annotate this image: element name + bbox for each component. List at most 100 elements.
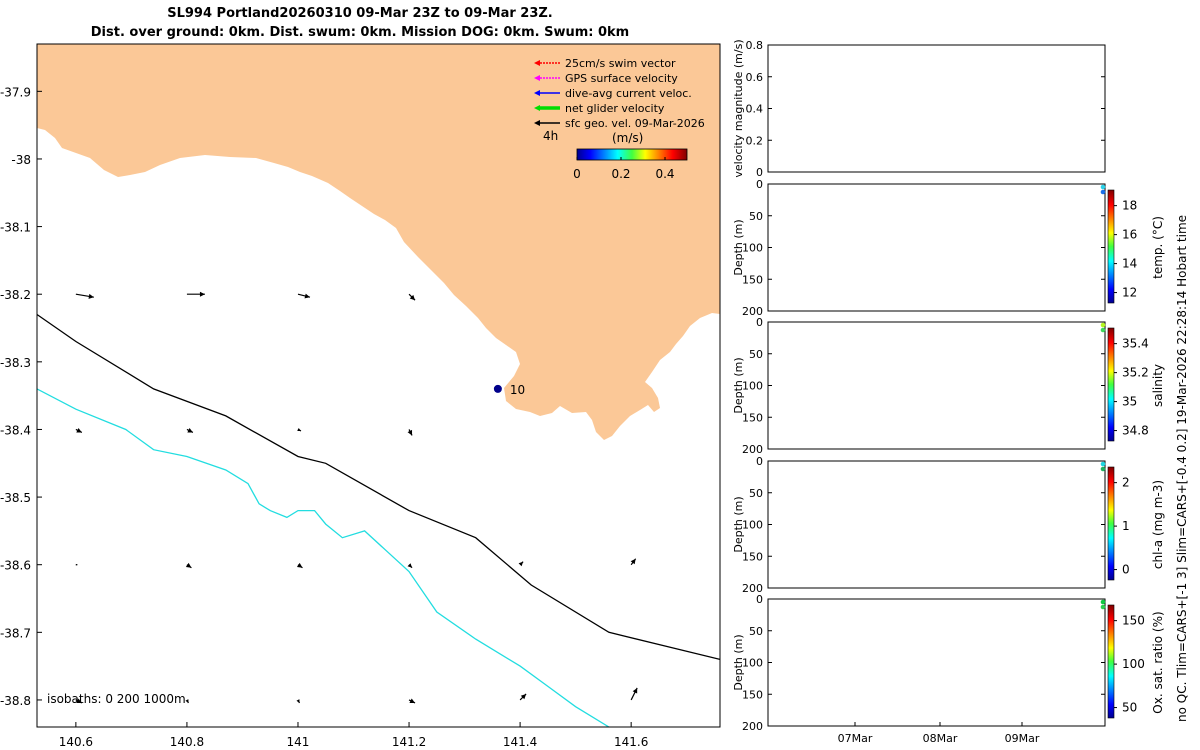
panel-frame [767,460,1106,589]
speed-colorbar [576,148,688,161]
colorbar-label: salinity [1151,364,1165,407]
colorbar-tick-label: 0.2 [611,167,630,181]
colorbar-tick-label: 50 [1122,701,1137,715]
colorbar-label: chl-a (mg m-3) [1151,480,1165,569]
current-vector [408,698,416,704]
panel-y-tick-label: 200 [742,305,763,318]
current-vector [75,698,83,704]
panel-y-label: Depth (m) [732,219,745,275]
chart-title-line2: Dist. over ground: 0km. Dist. swum: 0km.… [90,25,630,40]
colorbar-tick-label: 100 [1122,657,1145,671]
current-vector [297,427,302,432]
panel-y-tick-label: 100 [742,519,763,532]
current-vector [518,561,524,567]
current-vector [185,562,192,569]
current-vector [297,293,311,299]
isobath-200m [37,313,720,661]
panel-colorbar [1107,604,1115,719]
colorbar-tick-label: 1 [1122,519,1130,533]
map-y-tick-label: -38.7 [0,626,31,640]
map-y-tick-label: -38.6 [0,559,31,573]
panel-y-tick-label: 200 [742,720,763,733]
map-panel: 140.6 140.8 141 141.2 141.4 141.6 -37.9 -38 -38… [0,43,721,749]
panel-3: 0 50 100 150 200 Depth (m) 34.8 35 35.2 35.4salin… [732,316,1165,456]
panel-y-tick-label: 0 [756,316,763,329]
colorbar-tick-label: 14 [1122,257,1137,271]
panel-y-tick-label: 50 [749,625,763,638]
profile-point [1100,322,1106,328]
colorbar-tick-label: 16 [1122,228,1137,242]
current-vector [296,562,303,569]
legend-label: GPS surface velocity [565,72,678,85]
panel-y-tick-label: 0 [756,455,763,468]
current-vector [75,563,78,566]
colorbar-tick-label: 35 [1122,395,1137,409]
current-vector [186,291,205,297]
map-y-tick-label: -37.9 [0,85,31,99]
panel-4: 0 50 100 150 200 Depth (m) 0 1 2 chl-a (mg m-3) [732,455,1165,595]
panel-x-tick-label: 09Mar [1005,732,1040,745]
current-vector [186,427,194,433]
panel-y-label: Depth (m) [732,357,745,413]
map-y-tick-label: -38.3 [0,356,31,370]
panel-y-tick-label: 0.4 [746,103,764,116]
panel-x-tick-label: 07Mar [838,732,873,745]
panel-colorbar [1107,327,1115,442]
profile-point [1100,604,1106,610]
panel-y-tick-label: 150 [742,688,763,701]
legend-label: net glider velocity [565,102,665,115]
current-vector [296,699,301,704]
legend-sub-label: 4h [543,129,558,143]
panel-y-tick-label: 0.6 [746,71,764,84]
map-y-tick-label: -38 [11,153,31,167]
legend-label: 25cm/s swim vector [565,57,676,70]
profile-point [1100,461,1106,467]
map-legend: 25cm/s swim vector GPS surface velocity di… [534,57,705,130]
glider-position-marker [493,384,502,393]
map-x-tick-label: 141.2 [392,735,426,749]
colorbar-tick-label: 2 [1122,476,1130,490]
map-frame [36,43,721,728]
panel-y-tick-label: 150 [742,411,763,424]
panel-x-tick-label: 08Mar [923,732,958,745]
colorbar-tick-label: 0.4 [655,167,674,181]
panel-y-tick-label: 200 [742,582,763,595]
panel-y-tick-label: 50 [749,210,763,223]
map-y-tick-label: -38.4 [0,423,31,437]
colorbar-label: Ox. sat. ratio (%) [1151,611,1165,713]
colorbar-tick-label: 18 [1122,199,1137,213]
map-y-tick-label: -38.5 [0,491,31,505]
map-x-tick-label: 141.6 [614,735,648,749]
panel-y-tick-label: 100 [742,380,763,393]
panel-y-tick-label: 0 [756,593,763,606]
colorbar-tick-label: 12 [1122,286,1137,300]
panel-5: 0 50 100 150 200 Depth (m) 50 100 150 Ox. sat. ra… [732,593,1165,745]
map-x-tick-label: 141.4 [503,735,537,749]
panel-y-tick-label: 0.8 [746,39,764,52]
current-vector [75,293,94,299]
panel-y-tick-label: 150 [742,550,763,563]
map-x-tick-label: 140.8 [170,735,204,749]
profile-point [1100,184,1106,190]
current-vector [630,687,638,701]
map-y-tick-label: -38.1 [0,221,31,235]
panel-y-tick-label: 150 [742,273,763,286]
panel-frame [767,44,1106,173]
colorbar-label: temp. (°C) [1151,216,1165,279]
profile-point [1100,599,1106,605]
map-y-tick-label: -38.2 [0,288,31,302]
panel-y-tick-label: 0 [756,166,763,179]
colorbar-tick-label: 0 [573,167,581,181]
current-vector [519,693,527,701]
panel-2: 0 50 100 150 200 Depth (m) 12 14 16 18 temp. (°C) [732,178,1165,318]
colorbar-tick-label: 0 [1122,563,1130,577]
panel-frame [767,183,1106,312]
panel-colorbar [1107,189,1115,304]
current-vector [630,558,637,566]
colorbar-tick-label: 34.8 [1122,424,1149,438]
colorbar-tick-label: 150 [1122,614,1145,628]
current-vector [407,429,413,436]
